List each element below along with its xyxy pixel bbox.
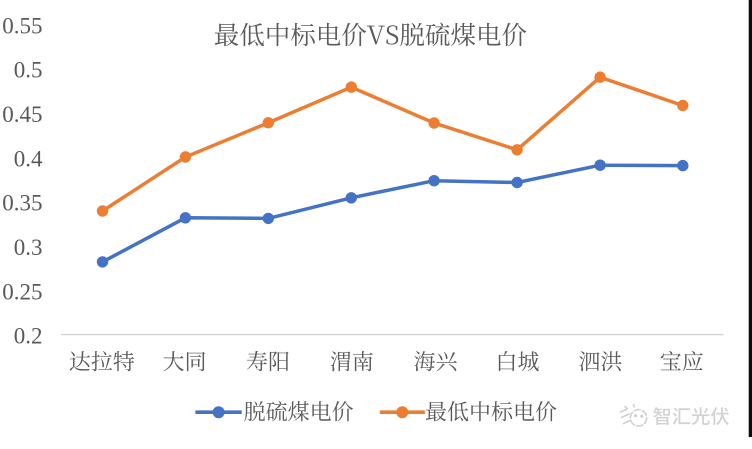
svg-text:0.3: 0.3	[14, 235, 43, 260]
svg-text:0.2: 0.2	[14, 324, 43, 349]
svg-text:0.4: 0.4	[14, 146, 43, 171]
svg-text:0.45: 0.45	[2, 102, 42, 127]
svg-text:0.35: 0.35	[2, 191, 42, 216]
svg-text:0.25: 0.25	[2, 279, 42, 304]
svg-text:0.5: 0.5	[14, 58, 43, 83]
svg-text:0.55: 0.55	[2, 13, 42, 38]
